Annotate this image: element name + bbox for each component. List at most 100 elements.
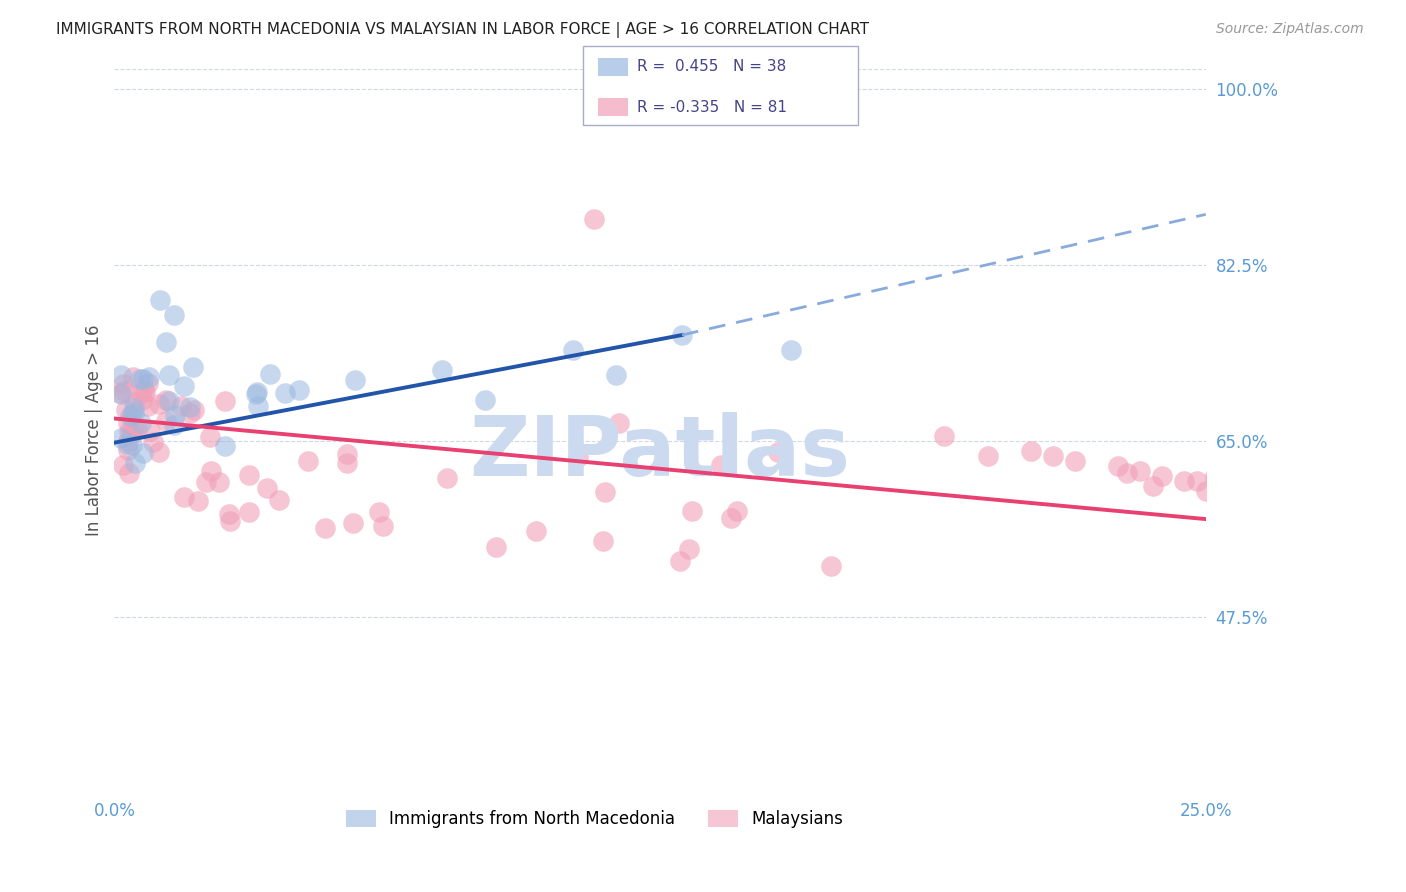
Point <box>1173 474 1195 488</box>
Point <box>671 328 693 343</box>
Text: ZIPatlas: ZIPatlas <box>470 412 851 492</box>
Point <box>720 511 742 525</box>
Point <box>115 403 138 417</box>
Point <box>157 393 180 408</box>
Point <box>238 505 260 519</box>
Point <box>110 368 132 382</box>
Point <box>136 399 159 413</box>
Point <box>1152 468 1174 483</box>
Point <box>111 458 134 472</box>
Point <box>131 372 153 386</box>
Point <box>136 376 159 390</box>
Point <box>134 385 156 400</box>
Point <box>117 443 139 458</box>
Point <box>1019 443 1042 458</box>
Point <box>582 212 605 227</box>
Point <box>200 430 222 444</box>
Point <box>110 387 132 401</box>
Point <box>163 417 186 432</box>
Point <box>1108 458 1130 473</box>
Point <box>1204 468 1226 483</box>
Point <box>342 516 364 530</box>
Point <box>173 379 195 393</box>
Point <box>183 403 205 417</box>
Point <box>121 408 143 422</box>
Point <box>1063 454 1085 468</box>
Point <box>122 370 145 384</box>
Point <box>169 399 191 413</box>
Y-axis label: In Labor Force | Age > 16: In Labor Force | Age > 16 <box>86 325 103 536</box>
Point <box>669 554 692 568</box>
Point <box>976 449 998 463</box>
Point <box>297 454 319 468</box>
Point <box>678 541 700 556</box>
Point <box>561 343 583 358</box>
Point <box>120 426 142 441</box>
Point <box>314 521 336 535</box>
Point <box>200 464 222 478</box>
Point <box>1185 474 1208 488</box>
Point <box>142 435 165 450</box>
Point <box>122 401 145 416</box>
Point <box>110 431 132 445</box>
Point <box>132 446 155 460</box>
Point <box>710 458 733 472</box>
Point <box>139 424 162 438</box>
Point <box>430 363 453 377</box>
Point <box>118 424 141 438</box>
Point <box>607 416 630 430</box>
Point <box>820 559 842 574</box>
Point <box>267 492 290 507</box>
Point <box>155 414 177 428</box>
Point <box>122 421 145 435</box>
Text: R = -0.335   N = 81: R = -0.335 N = 81 <box>637 100 787 114</box>
Point <box>111 376 134 391</box>
Point <box>1195 483 1218 498</box>
Point <box>725 504 748 518</box>
Point <box>138 369 160 384</box>
Point <box>219 514 242 528</box>
Point <box>117 434 139 449</box>
Point <box>129 416 152 430</box>
Point <box>343 373 366 387</box>
Point <box>148 397 170 411</box>
Point <box>120 409 142 423</box>
Point <box>125 423 148 437</box>
Point <box>524 524 547 538</box>
Text: IMMIGRANTS FROM NORTH MACEDONIA VS MALAYSIAN IN LABOR FORCE | AGE > 16 CORRELATI: IMMIGRANTS FROM NORTH MACEDONIA VS MALAY… <box>56 22 869 38</box>
Point <box>605 368 627 383</box>
Legend: Immigrants from North Macedonia, Malaysians: Immigrants from North Macedonia, Malaysi… <box>339 804 851 835</box>
Point <box>149 293 172 307</box>
Point <box>1116 466 1139 480</box>
Point <box>780 343 803 358</box>
Point <box>288 384 311 398</box>
Point <box>246 399 269 413</box>
Point <box>121 438 143 452</box>
Text: Source: ZipAtlas.com: Source: ZipAtlas.com <box>1216 22 1364 37</box>
Point <box>112 384 135 398</box>
Point <box>155 335 177 350</box>
Point <box>567 450 589 464</box>
Point <box>110 385 132 400</box>
Point <box>163 408 186 422</box>
Point <box>122 394 145 409</box>
Point <box>181 359 204 374</box>
Point <box>194 475 217 490</box>
Point <box>436 471 458 485</box>
Point <box>118 467 141 481</box>
Point <box>214 439 236 453</box>
Point <box>259 367 281 381</box>
Point <box>371 518 394 533</box>
Point <box>474 393 496 408</box>
Point <box>179 406 201 420</box>
Point <box>122 406 145 420</box>
Point <box>238 468 260 483</box>
Point <box>1129 464 1152 478</box>
Point <box>368 505 391 519</box>
Point <box>1042 449 1064 463</box>
Point <box>148 445 170 459</box>
Point <box>485 540 508 554</box>
Point <box>246 385 269 400</box>
Point <box>208 475 231 490</box>
Point <box>274 386 297 401</box>
